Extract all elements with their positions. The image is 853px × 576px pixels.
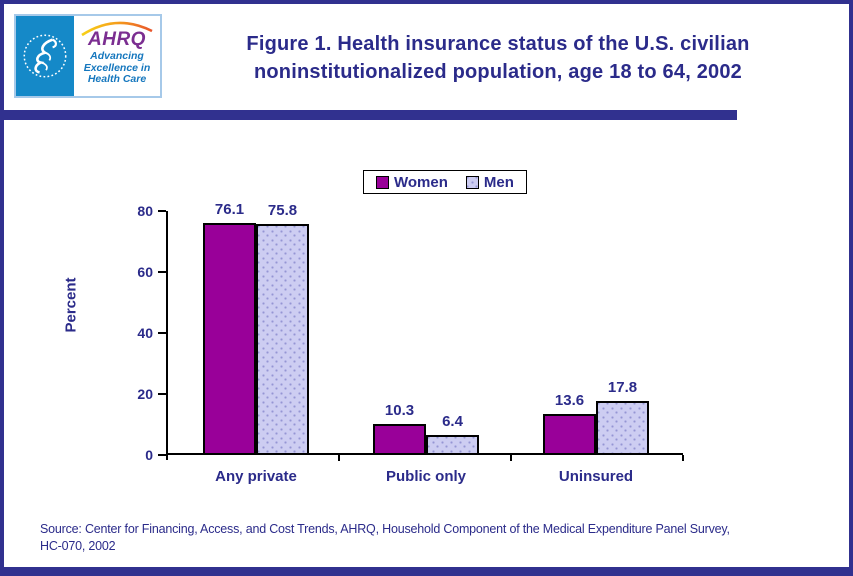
- hhs-ahrq-logo: AHRQ Advancing Excellence in Health Care: [14, 14, 162, 98]
- y-tick-label: 20: [137, 386, 153, 402]
- y-tick-mark: [158, 210, 166, 212]
- y-axis-line: [166, 211, 168, 460]
- legend-item-women: Women: [376, 174, 448, 191]
- y-tick-label: 80: [137, 203, 153, 219]
- figure-title: Figure 1. Health insurance status of the…: [196, 30, 800, 86]
- ahrq-swoosh-icon: [81, 21, 153, 37]
- plot-area: 0 20 40 60 80 76.1 75.8 Any private 10.3 6.4 Publi…: [137, 201, 684, 485]
- y-tick-label: 0: [145, 447, 153, 463]
- legend-swatch-men: [465, 175, 479, 189]
- bar-women-uninsured: [543, 414, 596, 455]
- bar-men-public-only: [426, 435, 479, 455]
- header-divider-bar: [4, 110, 737, 120]
- legend: Women Men: [363, 170, 527, 194]
- tagline-line-1: Advancing: [90, 50, 144, 62]
- bar-men-uninsured: [596, 401, 649, 455]
- y-tick-mark: [158, 271, 166, 273]
- bar-men-any-private: [256, 224, 309, 455]
- source-note: Source: Center for Financing, Access, an…: [40, 521, 830, 555]
- bar-women-public-only: [373, 424, 426, 455]
- category-label: Uninsured: [558, 468, 634, 485]
- ahrq-logo-block: AHRQ Advancing Excellence in Health Care: [74, 16, 160, 96]
- value-label-men: 6.4: [442, 413, 463, 430]
- value-label-men: 17.8: [607, 379, 638, 396]
- legend-swatch-women: [376, 175, 389, 189]
- page-border-bottom: [0, 567, 853, 576]
- y-tick-mark: [158, 454, 166, 456]
- hhs-seal-icon: [16, 16, 74, 96]
- value-label-men: 75.8: [267, 202, 298, 219]
- value-label-women: 10.3: [384, 402, 415, 419]
- source-line-2: HC-070, 2002: [40, 539, 116, 553]
- legend-label-women: Women: [394, 173, 448, 191]
- tagline-line-2: Excellence in: [83, 61, 151, 74]
- x-tick-mark: [338, 455, 340, 461]
- legend-label-men: Men: [483, 173, 514, 191]
- page-border-top: [0, 0, 853, 4]
- y-tick-mark: [158, 393, 166, 395]
- ahrq-wordmark: AHRQ: [88, 29, 146, 50]
- y-tick-label: 40: [137, 325, 153, 341]
- x-tick-mark: [510, 455, 512, 461]
- y-tick-label: 60: [137, 264, 153, 280]
- tagline-line-3: Health Care: [87, 73, 147, 85]
- x-tick-mark: [682, 455, 684, 461]
- source-line-1: Source: Center for Financing, Access, an…: [40, 522, 730, 536]
- figure-title-line-2: noninstitutionalized population, age 18 …: [253, 61, 743, 83]
- value-label-women: 13.6: [554, 392, 585, 409]
- page-border-left: [0, 0, 4, 576]
- page-border-right: [849, 0, 853, 576]
- legend-item-men: Men: [465, 173, 514, 191]
- bar-women-any-private: [203, 223, 256, 455]
- ahrq-tagline: Advancing Excellence in Health Care: [83, 50, 151, 86]
- value-label-women: 76.1: [214, 201, 245, 218]
- category-label: Public only: [385, 468, 466, 485]
- category-label: Any private: [215, 468, 297, 485]
- y-axis-title: Percent: [62, 277, 80, 333]
- hhs-eagle-icon: [23, 34, 67, 78]
- figure-title-line-1: Figure 1. Health insurance status of the…: [246, 33, 750, 55]
- y-tick-mark: [158, 332, 166, 334]
